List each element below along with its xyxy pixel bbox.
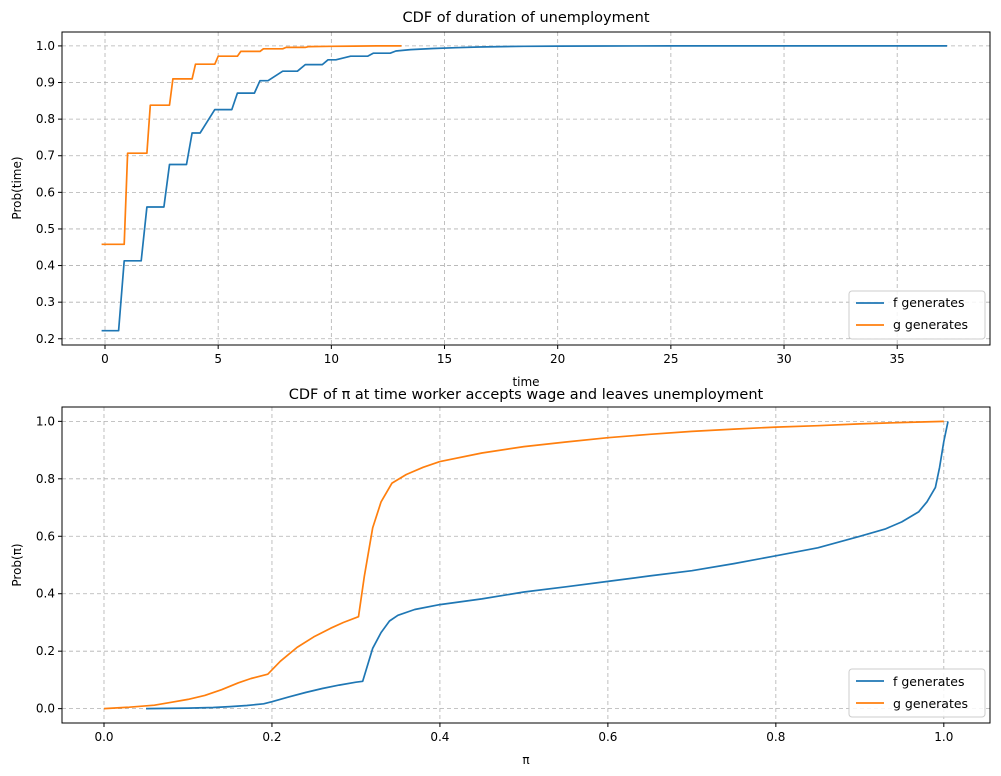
y-tick-label: 0.2 xyxy=(36,332,55,346)
series-line-g xyxy=(101,45,402,246)
chart-title: CDF of π at time worker accepts wage and… xyxy=(289,387,764,403)
y-tick-label: 0.0 xyxy=(36,702,55,716)
series-line-g xyxy=(103,420,944,710)
x-tick-label: 35 xyxy=(890,352,905,366)
x-tick-label: 0.4 xyxy=(430,730,449,744)
chart-duration: 0 5 10 15 20 25 30 35 0.2 0.3 0.4 0.5 0.6 0.7 0.8 0.9 1.… xyxy=(10,10,991,389)
x-tick-label: 15 xyxy=(437,352,452,366)
y-tick-label: 0.5 xyxy=(36,222,55,236)
grid xyxy=(62,407,990,723)
x-tick-label: 10 xyxy=(324,352,339,366)
x-tick-label: 0 xyxy=(101,352,109,366)
legend-label-f: f generates xyxy=(893,674,965,689)
y-tick-label: 0.8 xyxy=(36,472,55,486)
chart-title: CDF of duration of unemployment xyxy=(402,10,649,26)
y-tick-label: 0.7 xyxy=(36,149,55,163)
y-tick-label: 1.0 xyxy=(36,39,55,53)
legend-label-g: g generates xyxy=(893,317,968,332)
x-tick-label: 0.0 xyxy=(94,730,113,744)
x-axis-label: time xyxy=(512,375,539,389)
y-tick-label: 0.8 xyxy=(36,112,55,126)
plot-frame xyxy=(61,31,991,346)
y-tick-label: 0.4 xyxy=(36,587,55,601)
series-line-f xyxy=(145,421,949,710)
chart-pi: 0.0 0.2 0.4 0.6 0.8 1.0 0.0 0.2 0.4 0.6 0.8 1.0 CDF… xyxy=(10,387,991,767)
plot-frame xyxy=(61,406,991,724)
y-axis-label: Prob(π) xyxy=(10,543,24,586)
y-tick-label: 0.3 xyxy=(36,295,55,309)
x-tick-label: 0.2 xyxy=(262,730,281,744)
y-tick-label: 0.9 xyxy=(36,76,55,90)
y-tick-label: 0.6 xyxy=(36,185,55,199)
x-tick-label: 0.8 xyxy=(766,730,785,744)
x-tick-label: 20 xyxy=(550,352,565,366)
x-tick-label: 0.6 xyxy=(598,730,617,744)
legend-label-f: f generates xyxy=(893,295,965,310)
legend: f generates g generates xyxy=(848,668,986,718)
x-tick-label: 1.0 xyxy=(934,730,953,744)
series-line-f xyxy=(101,45,947,332)
ticks: 0.0 0.2 0.4 0.6 0.8 1.0 0.0 0.2 0.4 0.6 0.8 1.0 xyxy=(36,414,953,744)
x-tick-label: 5 xyxy=(214,352,222,366)
y-tick-label: 0.4 xyxy=(36,259,55,273)
series-layer xyxy=(101,45,947,332)
y-axis-label: Prob(time) xyxy=(10,156,24,219)
x-axis-label: π xyxy=(522,753,529,767)
x-tick-label: 30 xyxy=(776,352,791,366)
series-layer xyxy=(103,420,949,710)
x-tick-label: 25 xyxy=(663,352,678,366)
y-tick-label: 0.2 xyxy=(36,644,55,658)
legend: f generates g generates xyxy=(848,290,986,340)
legend-label-g: g generates xyxy=(893,696,968,711)
grid xyxy=(62,32,990,345)
y-tick-label: 1.0 xyxy=(36,414,55,428)
ticks: 0 5 10 15 20 25 30 35 0.2 0.3 0.4 0.5 0.6 0.7 0.8 0.9 1.… xyxy=(36,39,905,366)
y-tick-label: 0.6 xyxy=(36,529,55,543)
